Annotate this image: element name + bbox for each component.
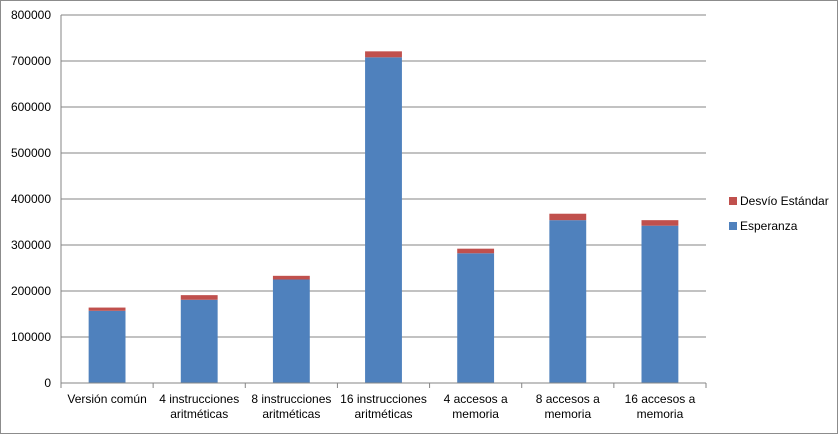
legend-swatch [729,222,737,230]
bar-desvio [549,213,587,221]
bar-desvio [641,220,679,226]
bar-esperanza [641,225,679,383]
x-tick-label: 16 accesos a memoria [625,392,696,421]
bar-desvio [180,295,218,300]
bar-desvio [88,307,126,311]
x-tick-label: 8 instrucciones aritméticas [251,392,331,421]
bar-desvio [457,248,495,254]
bar-esperanza [272,279,310,383]
y-tick-label: 500000 [11,146,51,160]
legend-swatch [729,197,737,205]
y-tick-label: 300000 [11,238,51,252]
axis-layer [60,15,707,388]
bar-desvio [365,51,402,58]
x-tick-label: 16 instrucciones aritméticas [340,392,427,421]
bar-esperanza [457,253,495,383]
x-tick-label: 4 instrucciones aritméticas [159,392,239,421]
bar-esperanza [88,310,126,383]
legend: Desvío Estándar Esperanza [729,194,829,233]
y-tick-label: 700000 [11,54,51,68]
bar-esperanza [549,220,587,383]
x-tick-labels: Versión común 4 instrucciones aritméticas 8… [67,392,695,421]
legend-label: Desvío Estándar [740,194,829,208]
y-tick-label: 200000 [11,284,51,298]
y-tick-label: 100000 [11,330,51,344]
x-tick-label: 8 accesos a memoria [536,392,600,421]
y-tick-label: 0 [44,376,51,390]
y-tick-label: 800000 [11,8,51,22]
bar-desvio [272,275,310,280]
bar-layer [88,51,679,383]
x-tick-label: Versión común [67,392,146,406]
legend-label: Esperanza [740,219,798,233]
x-tick-label: 4 accesos a memoria [444,392,508,421]
y-tick-labels: 0 100000 200000 300000 400000 500000 600000 700… [11,8,51,390]
y-tick-label: 400000 [11,192,51,206]
y-tick-label: 600000 [11,100,51,114]
bar-esperanza [365,57,402,383]
bar-esperanza [180,299,218,383]
